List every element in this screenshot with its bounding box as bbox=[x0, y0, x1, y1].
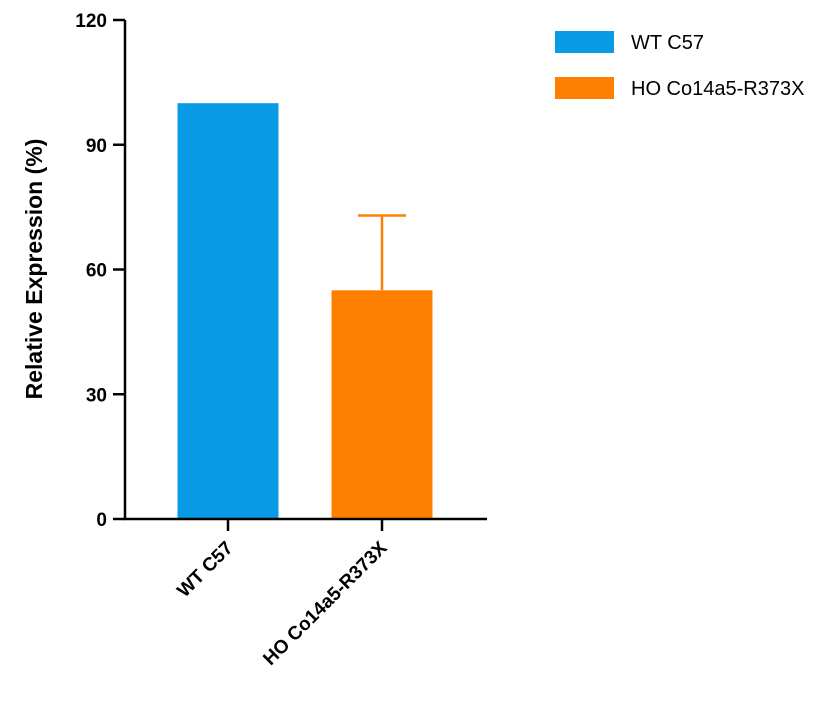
y-ticks-layer: 0 30 60 90 120 bbox=[75, 11, 125, 531]
x-tick-label-1: HO Co14a5-R373X bbox=[259, 537, 391, 669]
y-tick-label-0: 0 bbox=[96, 510, 107, 531]
y-axis-label: Relative Expression (%) bbox=[21, 139, 47, 400]
y-tick-label-3: 90 bbox=[86, 136, 107, 157]
legend: WT C57 HO Co14a5-R373X bbox=[555, 31, 804, 100]
legend-label-1: HO Co14a5-R373X bbox=[631, 78, 804, 100]
y-tick-label-2: 60 bbox=[86, 261, 107, 282]
legend-swatch-0 bbox=[555, 31, 614, 53]
x-ticks-layer: WT C57 HO Co14a5-R373X bbox=[173, 519, 392, 670]
legend-label-0: WT C57 bbox=[631, 32, 704, 54]
bar-0 bbox=[177, 103, 279, 520]
y-tick-label-4: 120 bbox=[75, 11, 107, 32]
bars-layer bbox=[177, 103, 433, 520]
bar-1 bbox=[331, 290, 433, 519]
x-tick-label-0: WT C57 bbox=[173, 538, 237, 602]
legend-swatch-1 bbox=[555, 77, 614, 99]
error-bars-layer bbox=[358, 214, 406, 291]
y-tick-label-1: 30 bbox=[86, 385, 107, 406]
